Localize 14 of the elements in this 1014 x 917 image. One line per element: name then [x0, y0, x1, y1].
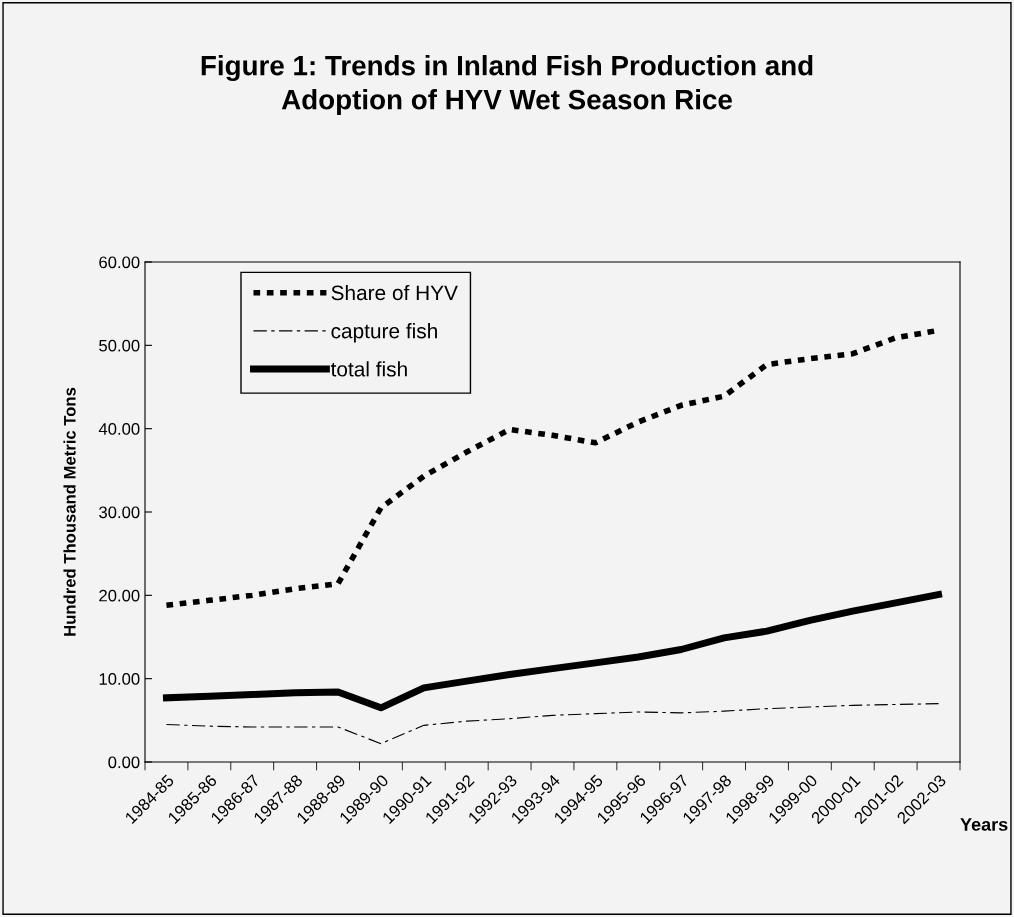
y-axis-title: Hundred Thousand Metric Tons: [63, 387, 76, 636]
y-tick-label: 50.00: [99, 339, 140, 352]
y-tick-label: 10.00: [99, 673, 140, 685]
legend-label: total fish: [330, 361, 407, 377]
y-tick-label: 30.00: [99, 506, 140, 519]
line-series: [165, 703, 940, 745]
legend-label: capture fish: [331, 323, 437, 343]
y-tick-label: 60.00: [99, 256, 140, 269]
legend-label: Share of HYV: [331, 284, 458, 301]
x-axis-title: Years: [960, 818, 1008, 831]
y-tick-label: 20.00: [99, 589, 140, 602]
y-tick-label: 40.00: [98, 423, 140, 435]
chart-title: Figure 1: Trends in Inland Fish Production and Adoption of HYV Wet Season Rice: [201, 55, 813, 115]
y-tick-label: 0.00: [108, 756, 140, 769]
